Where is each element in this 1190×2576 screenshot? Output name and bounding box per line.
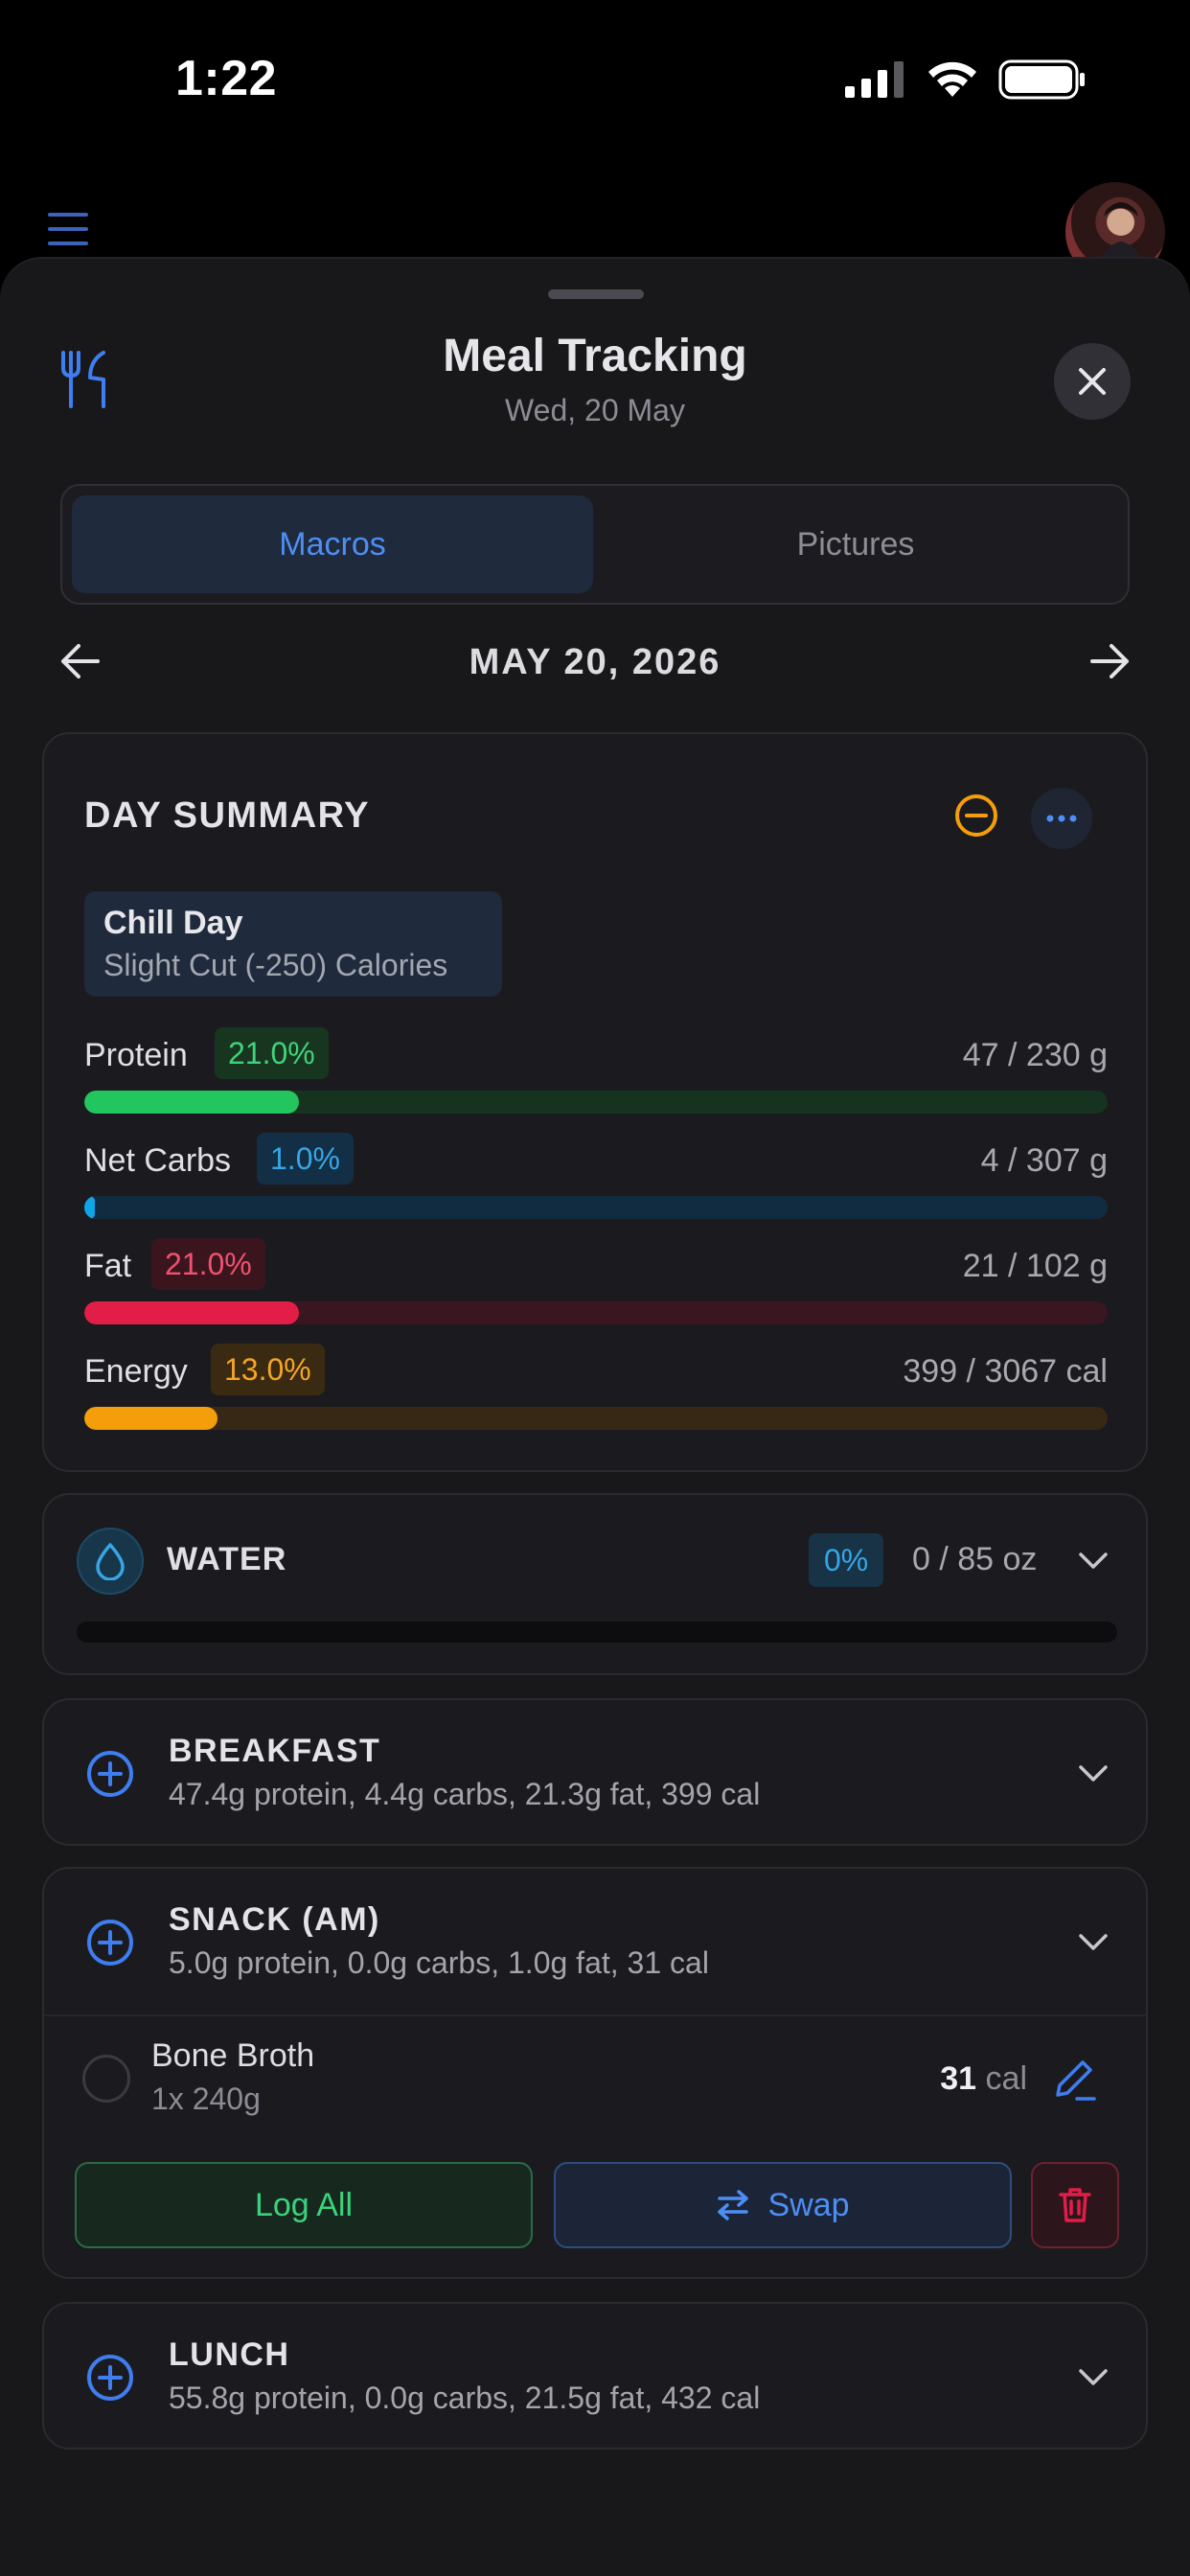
tab-pictures[interactable]: Pictures bbox=[796, 525, 915, 563]
macro-label: Protein bbox=[84, 1037, 188, 1073]
water-drop-button[interactable] bbox=[77, 1528, 144, 1595]
sheet-grabber[interactable] bbox=[548, 289, 644, 299]
meal-name: BREAKFAST bbox=[169, 1733, 381, 1769]
macro-value: 21 / 102 g bbox=[962, 1248, 1108, 1284]
macro-progress-bar bbox=[84, 1407, 1108, 1430]
water-value: 0 / 85 oz bbox=[912, 1541, 1038, 1577]
swap-label: Swap bbox=[767, 2186, 850, 2223]
macro-row-protein: Protein 21.0% 47 / 230 g bbox=[84, 1027, 1108, 1114]
macro-value: 47 / 230 g bbox=[962, 1037, 1108, 1073]
meal-summary: 55.8g protein, 0.0g carbs, 21.5g fat, 43… bbox=[169, 2380, 761, 2415]
chevron-down-icon[interactable] bbox=[1079, 2369, 1108, 2386]
date-navigation: MAY 20, 2026 bbox=[0, 638, 1190, 692]
signal-icon bbox=[845, 61, 904, 98]
macro-progress-bar bbox=[84, 1301, 1108, 1324]
meal-summary: 47.4g protein, 4.4g carbs, 21.3g fat, 39… bbox=[169, 1777, 761, 1811]
macro-progress-fill bbox=[84, 1196, 95, 1219]
add-circle-icon[interactable] bbox=[86, 1750, 134, 1798]
add-circle-icon[interactable] bbox=[86, 2354, 134, 2402]
page-title: Meal Tracking bbox=[443, 331, 747, 381]
more-options-button[interactable] bbox=[1031, 788, 1092, 849]
plan-name: Chill Day bbox=[103, 905, 243, 941]
macro-percent-badge: 1.0% bbox=[257, 1133, 354, 1184]
view-tabs: Macros Pictures bbox=[60, 484, 1130, 605]
macro-row-net-carbs: Net Carbs 1.0% 4 / 307 g bbox=[84, 1133, 1108, 1219]
minus-circle-icon[interactable] bbox=[954, 794, 998, 838]
macro-label: Net Carbs bbox=[84, 1142, 232, 1179]
water-percent-badge: 0% bbox=[809, 1533, 884, 1587]
arrow-left-icon[interactable] bbox=[59, 642, 100, 680]
wifi-icon bbox=[928, 61, 976, 97]
swap-button[interactable]: Swap bbox=[554, 2162, 1012, 2248]
macro-progress-fill bbox=[84, 1407, 217, 1430]
arrow-right-icon[interactable] bbox=[1090, 642, 1131, 680]
edit-pencil-icon[interactable] bbox=[1052, 2057, 1096, 2101]
menu-icon[interactable] bbox=[48, 213, 88, 245]
macro-percent-badge: 21.0% bbox=[151, 1238, 265, 1290]
chevron-down-icon[interactable] bbox=[1079, 1934, 1108, 1951]
meal-name: LUNCH bbox=[169, 2336, 290, 2373]
log-all-label: Log All bbox=[254, 2186, 354, 2223]
macro-row-energy: Energy 13.0% 399 / 3067 cal bbox=[84, 1344, 1108, 1430]
plan-description: Slight Cut (-250) Calories bbox=[103, 948, 448, 982]
macro-progress-bar bbox=[84, 1091, 1108, 1114]
meal-card-snack-am: SNACK (AM) 5.0g protein, 0.0g carbs, 1.0… bbox=[42, 1867, 1148, 2279]
meal-summary: 5.0g protein, 0.0g carbs, 1.0g fat, 31 c… bbox=[169, 1945, 709, 1980]
macro-percent-badge: 13.0% bbox=[211, 1344, 325, 1395]
swap-arrows-icon bbox=[718, 2190, 749, 2220]
macro-progress-fill bbox=[84, 1301, 300, 1324]
page-subtitle: Wed, 20 May bbox=[505, 393, 685, 427]
meal-name: SNACK (AM) bbox=[169, 1901, 380, 1938]
fork-knife-icon bbox=[61, 351, 105, 408]
food-calories-value: 31 bbox=[940, 2060, 977, 2097]
tab-macros[interactable]: Macros bbox=[72, 495, 593, 593]
trash-icon bbox=[1059, 2188, 1091, 2222]
more-dots-icon bbox=[1046, 815, 1077, 822]
macro-progress-bar bbox=[84, 1196, 1108, 1219]
battery-icon bbox=[998, 59, 1085, 100]
food-calories: 31 cal bbox=[940, 2060, 1027, 2098]
log-all-button[interactable]: Log All bbox=[75, 2162, 533, 2248]
water-progress-bar bbox=[77, 1622, 1117, 1643]
macro-percent-badge: 21.0% bbox=[215, 1027, 329, 1079]
plan-box[interactable]: Chill Day Slight Cut (-250) Calories bbox=[84, 891, 502, 997]
macro-value: 399 / 3067 cal bbox=[903, 1353, 1108, 1390]
divider bbox=[44, 2014, 1146, 2016]
food-quantity: 1x 240g bbox=[151, 2082, 261, 2116]
macro-progress-fill bbox=[84, 1091, 300, 1114]
meal-card-breakfast[interactable]: BREAKFAST 47.4g protein, 4.4g carbs, 21.… bbox=[42, 1698, 1148, 1846]
macro-label: Energy bbox=[84, 1353, 188, 1390]
macro-label: Fat bbox=[84, 1248, 132, 1284]
food-calories-unit: cal bbox=[985, 2060, 1027, 2097]
current-date: MAY 20, 2026 bbox=[469, 642, 721, 682]
day-summary-card: DAY SUMMARY Chill Day Slight Cut (-250) … bbox=[42, 732, 1148, 1472]
water-card[interactable]: WATER 0% 0 / 85 oz bbox=[42, 1493, 1148, 1675]
chevron-down-icon[interactable] bbox=[1079, 1765, 1108, 1782]
meal-card-lunch[interactable]: LUNCH 55.8g protein, 0.0g carbs, 21.5g f… bbox=[42, 2302, 1148, 2450]
close-icon bbox=[1079, 368, 1106, 395]
chevron-down-icon[interactable] bbox=[1079, 1552, 1108, 1570]
status-time: 1:22 bbox=[175, 51, 278, 106]
delete-button[interactable] bbox=[1031, 2162, 1119, 2248]
water-label: WATER bbox=[167, 1541, 287, 1577]
close-button[interactable] bbox=[1054, 343, 1131, 420]
food-name: Bone Broth bbox=[151, 2037, 315, 2074]
macro-row-fat: Fat 21.0% 21 / 102 g bbox=[84, 1238, 1108, 1324]
add-circle-icon[interactable] bbox=[86, 1919, 134, 1966]
macro-value: 4 / 307 g bbox=[980, 1142, 1108, 1179]
day-summary-title: DAY SUMMARY bbox=[84, 795, 371, 836]
water-drop-icon bbox=[96, 1543, 125, 1580]
status-icons bbox=[845, 59, 1087, 100]
food-log-checkbox[interactable] bbox=[82, 2055, 130, 2103]
